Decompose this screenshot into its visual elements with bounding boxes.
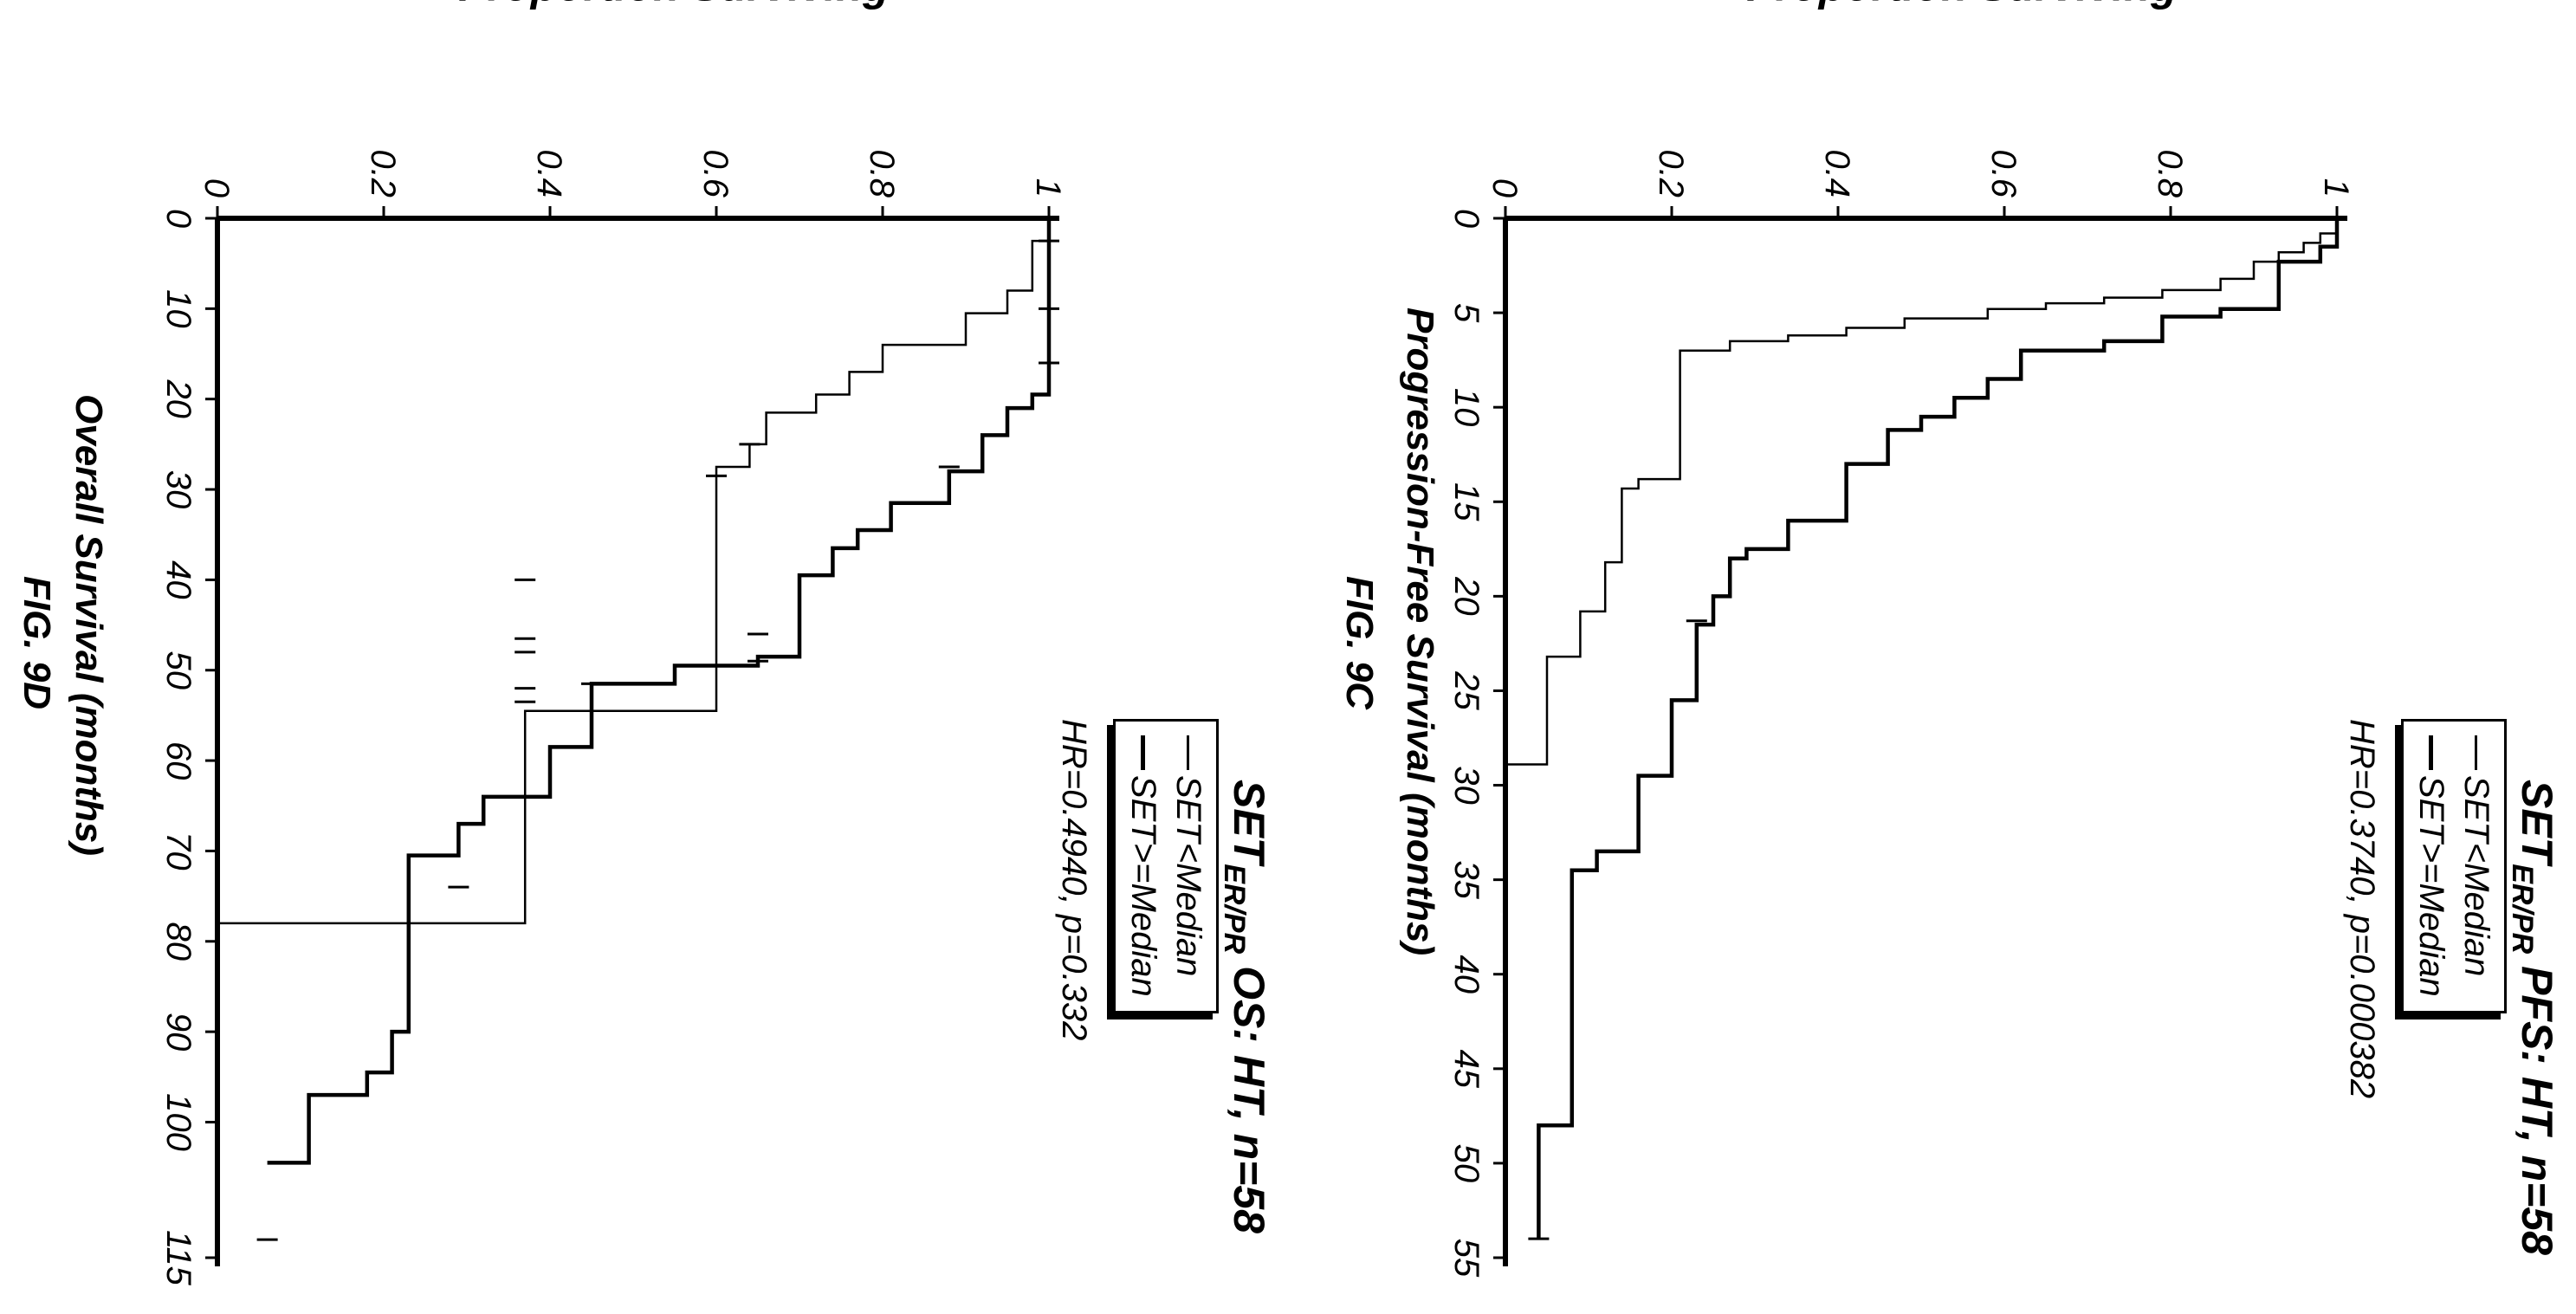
figure-9d: 0 10 20 30 40 50 60 70 80 90 100 115 0 0.2 0.4 0.6 0.8 1 … [16, 0, 1274, 1286]
x-tick-label: 0 [159, 209, 197, 228]
legend-row-above: SET>=Median [2409, 735, 2454, 997]
x-tick-label: 30 [159, 470, 197, 509]
y-tick-label: 0 [1485, 178, 1524, 197]
x-tick-label: 0 [1447, 209, 1485, 228]
x-tick-label: 20 [1447, 576, 1485, 616]
km-curve-below-median [1505, 218, 2339, 766]
title-subscript: ER/PR [2506, 864, 2539, 955]
chart-title-os: SETER/PR OS: HT, n=58 [1217, 780, 1274, 1233]
x-tick-label: 30 [1447, 766, 1485, 805]
x-tick-label: 55 [1447, 1239, 1485, 1278]
x-tick-label: 60 [159, 741, 197, 780]
x-tick-label: 45 [1447, 1050, 1485, 1089]
title-rest: PFS: HT, n=58 [2513, 954, 2561, 1255]
y-tick-label: 1 [2317, 178, 2355, 197]
km-curve-above-median [1537, 218, 2340, 1240]
legend-line-thin [2475, 735, 2478, 770]
x-tick-label: 50 [159, 651, 197, 689]
y-axis-label-pfs: Proportion Surviving [1746, 0, 2177, 11]
legend-line-thin [1187, 735, 1190, 770]
x-axis-label-pfs: Progression-Free Survival (months) [1399, 307, 1441, 956]
x-tick-label: 40 [1447, 955, 1485, 994]
hr-p-value-pfs: HR=0.3740, p=0.000382 [2343, 719, 2381, 1099]
y-tick-label: 0.4 [530, 149, 568, 197]
km-curve-below-median [217, 218, 1051, 925]
legend-label-above: SET>=Median [1124, 775, 1162, 997]
x-tick-label: 90 [159, 1013, 197, 1052]
km-chart-os: 0 10 20 30 40 50 60 70 80 90 100 115 0 0.2 0.4 0.6 0.8 1 [159, 149, 1067, 1286]
x-tick-label: 15 [1447, 482, 1485, 521]
legend-row-below: SET<Median [2454, 735, 2499, 997]
x-tick-label: 50 [1447, 1144, 1485, 1183]
x-tick-label: 10 [159, 289, 197, 328]
figure-label-9c: FIG. 9C [1338, 576, 1381, 710]
y-tick-label: 1 [1029, 178, 1067, 197]
y-tick-label: 0 [197, 178, 236, 197]
x-tick-label: 80 [159, 922, 197, 961]
x-tick-label: 5 [1447, 303, 1485, 323]
legend-os: SET<Median SET>=Median [1113, 719, 1219, 1013]
y-tick-label: 0.6 [696, 149, 735, 197]
y-tick-label: 0.6 [1984, 149, 2023, 197]
y-tick-label: 0.8 [863, 149, 901, 197]
title-subscript: ER/PR [1218, 864, 1251, 955]
legend-pfs: SET<Median SET>=Median [2401, 719, 2507, 1013]
legend-row-above: SET>=Median [1121, 735, 1166, 997]
y-tick-label: 0.8 [2151, 149, 2189, 197]
y-tick-label: 0.2 [364, 149, 402, 197]
legend-label-below: SET<Median [1169, 775, 1207, 977]
x-tick-label: 20 [159, 379, 197, 418]
figure-9c: 0 5 10 15 20 25 30 35 40 45 50 55 0 0.2 0.4 0.6 0.8 1 SET… [1288, 0, 2576, 1314]
km-chart-pfs: 0 5 10 15 20 25 30 35 40 45 50 55 0 0.2 0.4 0.6 0.8 1 [1447, 149, 2355, 1278]
y-tick-label: 0.2 [1652, 149, 1690, 197]
y-axis-label-os: Proportion Surviving [458, 0, 889, 11]
chart-title-pfs: SETER/PR PFS: HT, n=58 [2505, 780, 2562, 1255]
x-tick-label: 25 [1447, 670, 1485, 710]
legend-label-below: SET<Median [2457, 775, 2495, 977]
legend-row-below: SET<Median [1166, 735, 1211, 997]
y-tick-label: 0.4 [1818, 149, 1856, 197]
x-axis-label-os: Overall Survival (months) [68, 394, 110, 857]
title-main: SET [1225, 780, 1273, 864]
x-tick-label: 10 [1447, 388, 1485, 427]
title-main: SET [2513, 780, 2561, 864]
km-curve-above-median [267, 218, 1052, 1165]
x-tick-label: 115 [159, 1230, 197, 1286]
x-tick-label: 100 [159, 1093, 197, 1151]
title-rest: OS: HT, n=58 [1225, 954, 1273, 1233]
legend-label-above: SET>=Median [2412, 775, 2450, 997]
legend-line-thick [1141, 735, 1146, 770]
figure-label-9d: FIG. 9D [16, 576, 58, 710]
x-tick-label: 35 [1447, 860, 1485, 899]
x-tick-label: 70 [159, 832, 197, 871]
legend-line-thick [2429, 735, 2434, 770]
hr-p-value-os: HR=0.4940, p=0.332 [1055, 719, 1093, 1041]
x-tick-label: 40 [159, 560, 197, 599]
